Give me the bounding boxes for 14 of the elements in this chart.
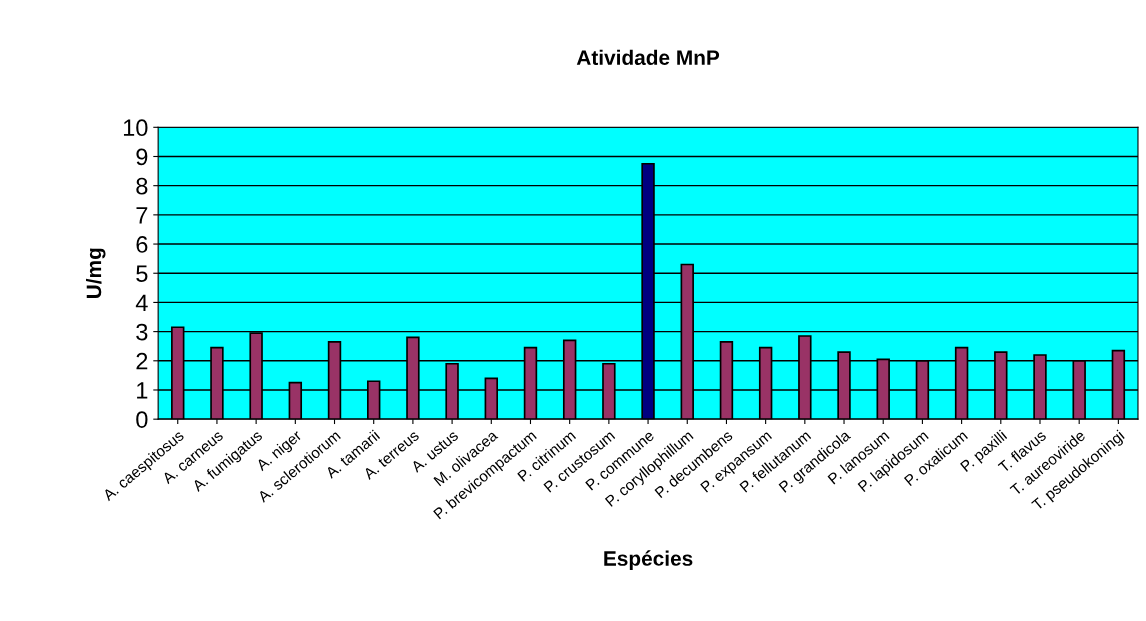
chart-title: Atividade MnP — [576, 49, 720, 66]
y-tick-label: 2 — [136, 352, 148, 370]
y-tick-label: 7 — [136, 207, 148, 224]
y-tick-label: 3 — [136, 323, 148, 341]
y-tick-label: 6 — [136, 236, 148, 253]
y-axis-title: U/mg — [85, 248, 106, 299]
y-tick-label: 5 — [136, 265, 148, 283]
x-axis-title: Espécies — [604, 550, 693, 570]
y-tick-label: 10 — [123, 119, 148, 137]
y-tick-label: 9 — [136, 148, 148, 166]
y-tick-label: 0 — [136, 411, 148, 428]
y-tick-label: 1 — [137, 382, 148, 399]
y-tick-label: 4 — [135, 294, 148, 311]
y-tick-label: 8 — [136, 177, 148, 195]
